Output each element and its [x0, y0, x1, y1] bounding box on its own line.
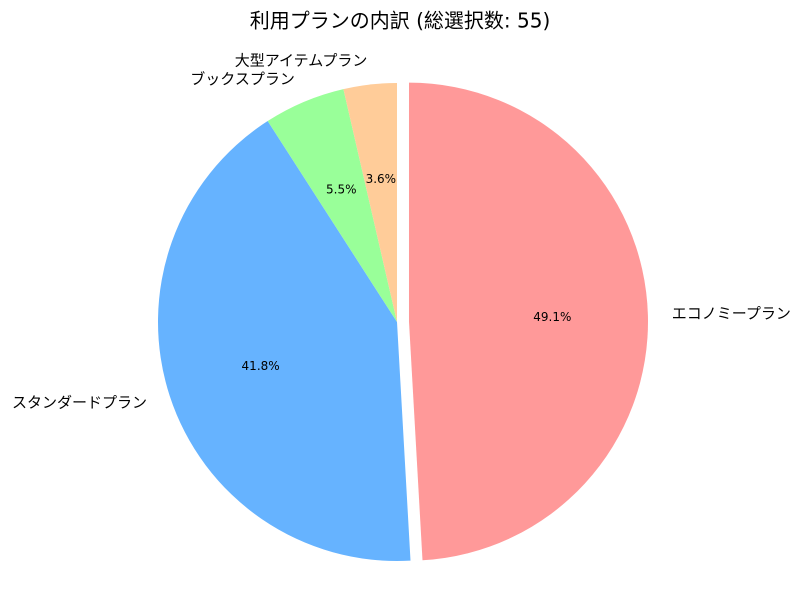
percent-label: 41.8% [242, 359, 280, 373]
slice-label: 大型アイテムプラン [235, 51, 368, 69]
slice-label: スタンダードプラン [12, 394, 147, 412]
percent-label: 49.1% [533, 310, 571, 324]
pie-slice [343, 83, 397, 322]
percent-label: 5.5% [326, 182, 357, 196]
slice-label: ブックスプラン [190, 70, 295, 88]
pie-slice [157, 121, 411, 562]
slice-label: エコノミープラン [672, 305, 791, 323]
chart-title: 利用プランの内訳 (総選択数: 55) [250, 9, 551, 33]
pie-slice [267, 89, 397, 322]
percent-label: 3.6% [366, 172, 397, 186]
pie-slice [408, 82, 648, 561]
